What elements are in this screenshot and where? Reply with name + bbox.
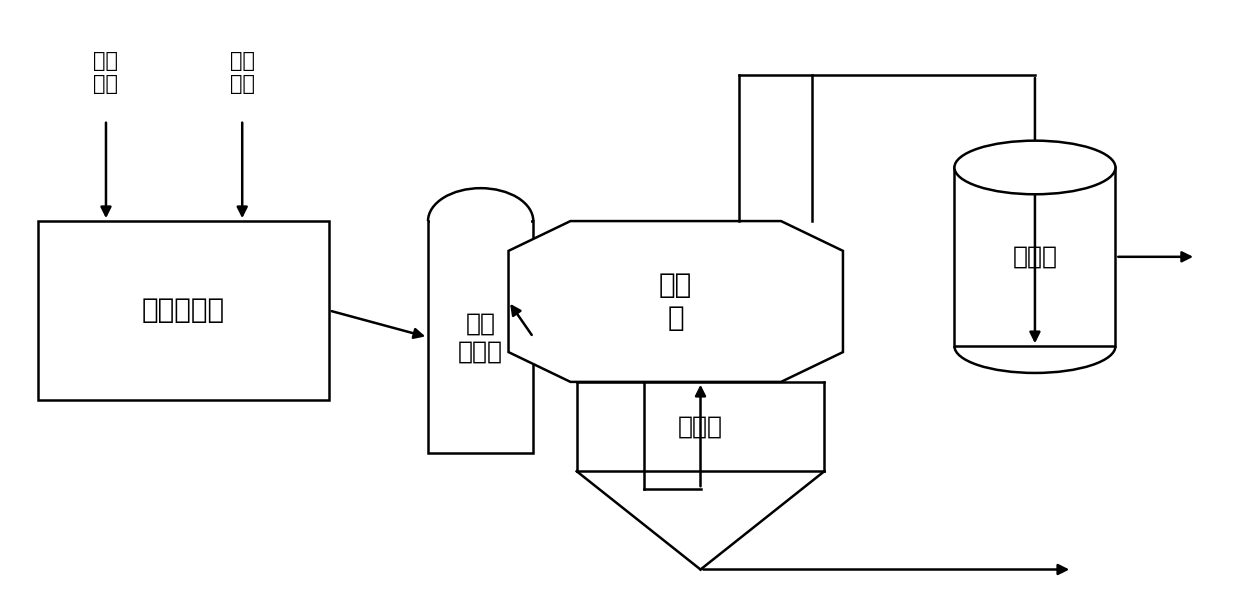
Bar <box>430 219 531 223</box>
Bar <box>955 168 1116 346</box>
Ellipse shape <box>955 141 1116 194</box>
Text: 污泥调配池: 污泥调配池 <box>141 297 224 324</box>
Text: 浓缩
污泥: 浓缩 污泥 <box>229 51 254 94</box>
Text: 加热
预处理: 加热 预处理 <box>458 311 503 363</box>
Bar <box>428 221 533 453</box>
Text: 集泥池: 集泥池 <box>678 414 723 439</box>
Polygon shape <box>508 221 843 382</box>
Text: 脱水
污泥: 脱水 污泥 <box>93 51 119 94</box>
Text: 发酵
罐: 发酵 罐 <box>660 271 692 332</box>
Text: 沼气池: 沼气池 <box>1012 245 1058 269</box>
Bar <box>38 221 329 400</box>
